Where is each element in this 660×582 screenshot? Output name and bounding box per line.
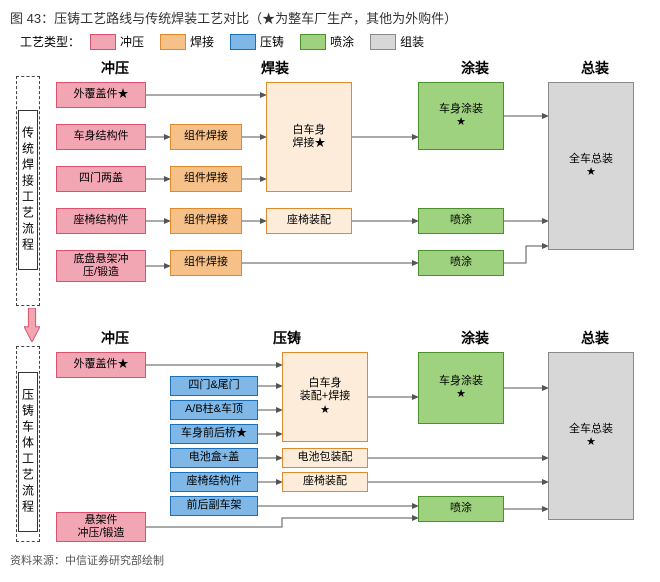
node-t-b5: 组件焊接 [170,250,242,276]
legend-swatch [230,34,256,50]
node-t-b2: 组件焊接 [170,124,242,150]
legend-item-2: 压铸 [230,33,284,50]
column-header: 总装 [560,58,630,78]
legend: 工艺类型： 冲压 焊接 压铸 喷涂 组装 [20,33,650,50]
flowchart: 传统焊接工艺流程压铸车体工艺流程冲压焊装涂装总装冲压压铸涂装总装外覆盖件★车身结… [10,58,650,548]
node-t-a1: 外覆盖件★ [56,82,146,108]
column-header: 涂装 [440,328,510,348]
node-t-b3: 组件焊接 [170,166,242,192]
node-b-b6: 前后副车架 [170,496,258,516]
node-t-a5: 底盘悬架冲 压/锻造 [56,250,146,282]
column-header: 焊装 [230,58,320,78]
legend-text: 压铸 [260,33,284,50]
node-t-b4: 组件焊接 [170,208,242,234]
node-t-a4: 座椅结构件 [56,208,146,234]
legend-swatch [90,34,116,50]
node-b-e1: 全车总装 ★ [548,352,634,520]
figure-source: 资料来源：中信证券研究部绘制 [10,552,650,568]
node-b-d1: 车身涂装 ★ [418,352,504,424]
legend-item-1: 焊接 [160,33,214,50]
figure-container: 图 43：压铸工艺路线与传统焊装工艺对比（★为整车厂生产，其他为外购件） 工艺类… [0,0,660,574]
legend-swatch [160,34,186,50]
column-header: 冲压 [70,58,160,78]
node-b-a7: 悬架件 冲压/锻造 [56,512,146,542]
node-t-a3: 四门两盖 [56,166,146,192]
section-label-0: 传统焊接工艺流程 [18,110,38,270]
node-t-d5: 喷涂 [418,250,504,276]
node-t-c1: 白车身 焊接★ [266,82,352,192]
node-b-b2: A/B柱&车顶 [170,400,258,420]
node-t-d1: 车身涂装 ★ [418,82,504,150]
column-header: 总装 [560,328,630,348]
node-b-a1: 外覆盖件★ [56,352,146,378]
column-header: 涂装 [440,58,510,78]
column-header: 压铸 [242,328,332,348]
legend-text: 焊接 [190,33,214,50]
node-b-c5: 座椅装配 [282,472,368,492]
legend-text: 喷涂 [330,33,354,50]
section-label-1: 压铸车体工艺流程 [18,372,38,532]
legend-label: 工艺类型： [20,33,80,50]
legend-item-0: 冲压 [90,33,144,50]
node-b-b3: 车身前后桥★ [170,424,258,444]
legend-text: 冲压 [120,33,144,50]
legend-swatch [370,34,396,50]
node-t-a2: 车身结构件 [56,124,146,150]
node-t-e1: 全车总装 ★ [548,82,634,250]
node-b-b5: 座椅结构件 [170,472,258,492]
node-b-c1: 白车身 装配+焊接 ★ [282,352,368,442]
column-header: 冲压 [70,328,160,348]
node-b-c4: 电池包装配 [282,448,368,468]
node-b-b4: 电池盒+盖 [170,448,258,468]
node-t-c4: 座椅装配 [266,208,352,234]
legend-item-4: 组装 [370,33,424,50]
legend-text: 组装 [400,33,424,50]
node-t-d4: 喷涂 [418,208,504,234]
figure-title: 图 43：压铸工艺路线与传统焊装工艺对比（★为整车厂生产，其他为外购件） [10,8,650,27]
legend-item-3: 喷涂 [300,33,354,50]
node-b-b1: 四门&尾门 [170,376,258,396]
node-b-d6: 喷涂 [418,496,504,522]
legend-swatch [300,34,326,50]
